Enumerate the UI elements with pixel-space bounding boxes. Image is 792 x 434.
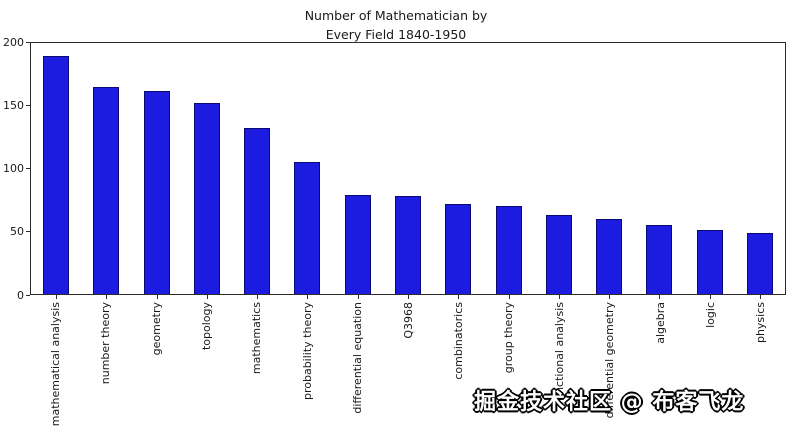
bar <box>344 194 371 294</box>
bar <box>43 55 70 294</box>
x-tick-mark <box>56 295 58 299</box>
x-tick-label: number theory <box>99 302 113 385</box>
x-tick-mark <box>609 295 611 299</box>
plot-area <box>30 42 786 299</box>
y-tick-label: 50 <box>10 225 24 239</box>
y-tick-label: 150 <box>3 98 24 112</box>
x-tick-label-cell: probability theory <box>282 302 332 426</box>
bar-column <box>232 43 282 299</box>
y-tick-label: 100 <box>3 162 24 175</box>
x-tick-mark <box>307 295 309 299</box>
x-tick-label: logic <box>703 302 717 328</box>
bar-column <box>684 43 734 299</box>
bar <box>646 224 673 294</box>
x-tick-mark <box>156 295 158 299</box>
x-tick-label: topology <box>199 302 213 351</box>
bar <box>445 203 472 294</box>
x-tick-mark <box>106 295 108 299</box>
x-tick-mark <box>257 295 259 299</box>
bar <box>294 162 321 294</box>
x-tick-label: combinatorics <box>451 302 465 380</box>
bar <box>746 232 773 294</box>
bar-column <box>735 43 785 299</box>
x-tick-mark <box>357 295 359 299</box>
x-tick-label: group theory <box>502 302 516 374</box>
bar <box>495 206 522 294</box>
x-tick-mark <box>508 295 510 299</box>
x-tick-label: mathematical analysis <box>48 302 62 427</box>
x-tick-mark <box>759 295 761 299</box>
bar <box>244 128 271 294</box>
bar-column <box>31 43 81 299</box>
x-tick-mark <box>709 295 711 299</box>
bar-column <box>81 43 131 299</box>
x-tick-label: physics <box>754 302 768 344</box>
bar <box>696 230 723 294</box>
x-tick-label: Q3968 <box>401 302 415 339</box>
bar-column <box>282 43 332 299</box>
bar-column <box>333 43 383 299</box>
chart-title: Number of Mathematician by Every Field 1… <box>304 8 488 42</box>
y-tick-label: 0 <box>17 288 24 302</box>
bar-column <box>584 43 634 299</box>
x-tick-mark <box>206 295 208 299</box>
x-tick-label-cell: geometry <box>131 302 181 426</box>
bar-column <box>634 43 684 299</box>
bar <box>193 103 220 294</box>
bar-column <box>182 43 232 299</box>
x-tick-label-cell: number theory <box>80 302 130 426</box>
watermark-text: 掘金技术社区 @ 布客飞龙 <box>474 390 745 415</box>
x-tick-mark <box>407 295 409 299</box>
bar-column <box>383 43 433 299</box>
x-tick-label: probability theory <box>300 302 314 401</box>
x-tick-label-cell: mathematical analysis <box>30 302 80 426</box>
bar <box>596 218 623 294</box>
x-tick-label-cell: differential equation <box>332 302 382 426</box>
bar <box>394 196 421 294</box>
x-tick-label: differential equation <box>351 302 365 414</box>
x-tick-label-cell: topology <box>181 302 231 426</box>
bar-column <box>433 43 483 299</box>
bar-column <box>534 43 584 299</box>
bar <box>143 90 170 294</box>
bar <box>545 214 572 294</box>
bar <box>93 86 120 294</box>
x-tick-label: geometry <box>149 302 163 356</box>
x-tick-label: algebra <box>653 302 667 344</box>
x-tick-label-cell: mathematics <box>232 302 282 426</box>
x-tick-mark <box>558 295 560 299</box>
x-tick-mark <box>458 295 460 299</box>
x-tick-mark <box>659 295 661 299</box>
bar-column <box>483 43 533 299</box>
bar-column <box>132 43 182 299</box>
x-tick-label: mathematics <box>250 302 264 375</box>
x-tick-label-cell: Q3968 <box>383 302 433 426</box>
